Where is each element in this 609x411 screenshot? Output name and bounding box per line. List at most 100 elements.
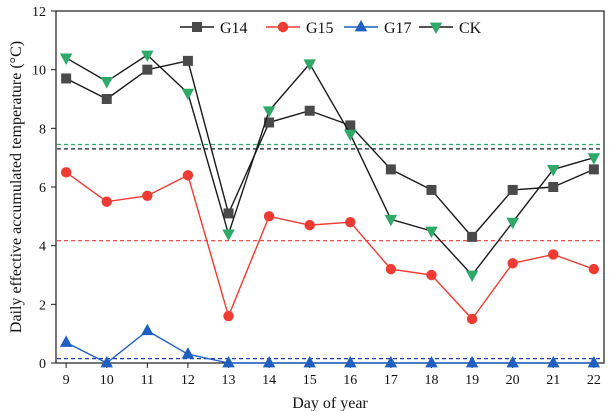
x-tick-label: 9	[63, 373, 70, 388]
g17-point	[181, 347, 195, 359]
g14-point	[142, 64, 153, 75]
g15-point	[263, 211, 275, 222]
ck-point	[587, 153, 601, 165]
g15-point	[101, 196, 112, 207]
ck-point	[181, 88, 195, 101]
ck-point	[384, 214, 398, 227]
g15-point	[142, 190, 153, 202]
legend-marker	[429, 22, 443, 35]
g14-line	[65, 60, 595, 238]
x-tick-label: 10	[100, 373, 114, 388]
ck-point	[59, 53, 73, 65]
legend-marker	[192, 22, 202, 32]
g15-point	[182, 170, 194, 181]
ck-point	[506, 217, 519, 230]
legend-label: CK	[459, 20, 482, 37]
g14-point	[182, 55, 193, 66]
ck-point	[141, 50, 154, 63]
g14-point	[101, 94, 112, 104]
g15-line	[65, 171, 595, 320]
g15-point	[588, 263, 600, 275]
g17-point	[547, 355, 560, 368]
ck-point	[547, 165, 560, 177]
x-tick-label: 12	[181, 373, 195, 388]
x-tick-label: 13	[222, 373, 236, 388]
g14-point	[467, 231, 478, 242]
y-tick-label: 0	[39, 357, 46, 372]
legend-item-g14: G14	[180, 20, 248, 37]
plot-frame	[55, 10, 605, 364]
legend-item-ck: CK	[419, 20, 482, 37]
g17-point	[222, 355, 235, 368]
y-tick-label: 4	[39, 240, 46, 255]
g17-point	[506, 355, 519, 368]
g17-series	[59, 323, 601, 368]
g14-point	[61, 73, 72, 84]
g15-point	[426, 269, 437, 281]
ck-point	[222, 229, 235, 241]
g15-point	[223, 310, 234, 322]
g14-point	[426, 184, 437, 195]
g17-point	[100, 355, 113, 368]
g15-point	[304, 219, 315, 231]
ck-point	[303, 59, 316, 71]
g15-point	[466, 313, 478, 325]
legend-label: G14	[220, 20, 248, 37]
y-tick-label: 12	[32, 5, 46, 20]
g15-point	[385, 263, 397, 275]
ck-line	[65, 54, 595, 276]
y-tick-label: 10	[32, 64, 46, 79]
plot-layer: 0 2 4 6 8 10 12 9 10 11 12 13 14 15 16 17 18 19 20 21 22 G14 G…	[8, 5, 605, 411]
g15-series	[60, 167, 600, 325]
x-tick-label: 22	[587, 373, 601, 388]
g17-point	[425, 355, 438, 368]
x-tick-label: 14	[262, 373, 276, 388]
g14-point	[588, 164, 599, 175]
g15-point	[345, 217, 356, 228]
x-axis-title: Day of year	[292, 395, 368, 411]
ck-point	[465, 270, 479, 283]
legend-item-g17: G17	[344, 19, 412, 37]
legend-item-g15: G15	[266, 20, 334, 37]
ck-point	[344, 129, 357, 142]
g14-point	[304, 105, 315, 116]
g17-point	[384, 355, 398, 368]
g14-point	[507, 184, 518, 195]
g17-point	[141, 323, 154, 336]
g15-point	[60, 167, 72, 178]
x-tick-label: 11	[141, 373, 154, 388]
ck-point	[425, 226, 438, 239]
y-tick-label: 6	[39, 181, 46, 196]
g14-point	[385, 164, 396, 175]
x-tick-label: 19	[465, 373, 479, 388]
legend-label: G15	[306, 20, 334, 37]
ck-point	[262, 106, 276, 118]
legend-label: G17	[384, 20, 412, 37]
x-tick-label: 15	[303, 373, 317, 388]
g14-point	[548, 182, 559, 192]
x-tick-label: 21	[546, 373, 560, 388]
g17-point	[344, 355, 357, 368]
g15-point	[507, 258, 518, 269]
x-tick-label: 20	[506, 373, 520, 388]
g17-point	[587, 355, 601, 368]
x-tick-label: 18	[424, 373, 438, 388]
legend-marker	[277, 21, 289, 33]
x-tick-label: 17	[384, 373, 398, 388]
g17-point	[262, 355, 276, 368]
y-tick-label: 8	[39, 122, 46, 137]
g17-point	[59, 335, 73, 347]
y-tick-label: 2	[39, 298, 46, 313]
g17-point	[465, 355, 479, 368]
g17-point	[303, 355, 316, 368]
ck-point	[100, 77, 113, 89]
g17-line	[65, 330, 595, 364]
y-axis-title: Daily effective accumulated temperature …	[8, 41, 25, 333]
g14-point	[223, 208, 234, 219]
g14-series	[61, 55, 599, 242]
x-tick-label: 16	[343, 373, 357, 388]
ck-series	[59, 50, 601, 283]
legend-marker	[354, 19, 368, 32]
